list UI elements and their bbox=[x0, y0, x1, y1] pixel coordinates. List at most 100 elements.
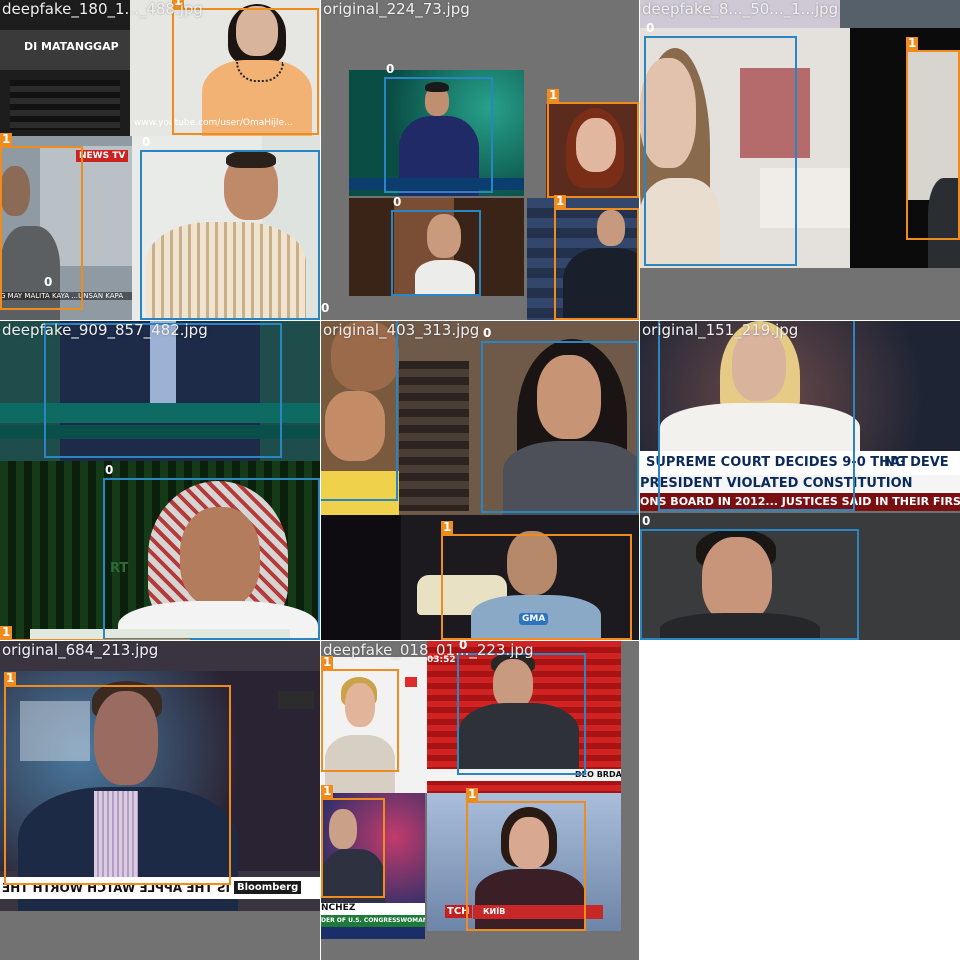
mosaic-tile-1: DI MATANGGAP www.youtube.com/user/OmaHij… bbox=[0, 0, 320, 320]
photo-woman-hand bbox=[321, 321, 399, 515]
bloomberg-logo: Bloomberg bbox=[234, 881, 302, 894]
class-label: 0 bbox=[321, 301, 330, 315]
class-label: 1 bbox=[4, 671, 17, 685]
news-crawl: ONS BOARD IN 2012... JUSTICES SAID IN TH… bbox=[640, 495, 960, 508]
photo-woman-room bbox=[349, 198, 524, 296]
mosaic-tile-3: deepfake_8..._50..._1...jpg 0 1 bbox=[640, 0, 960, 320]
photo-man-congress: NCHEZ DER OF U.S. CONGRESSWOMAN APPEA bbox=[321, 793, 425, 939]
detection-box: 0 bbox=[321, 302, 329, 319]
class-label: 0 bbox=[483, 326, 492, 340]
detection-box: 0 bbox=[640, 515, 859, 640]
mosaic-tile-2: original_224_73.jpg 0 1 0 1 0 bbox=[321, 0, 639, 320]
class-label: 1 bbox=[172, 0, 185, 8]
tsn-logo: ТСН bbox=[445, 905, 472, 918]
photo-saudi-man: RT bbox=[0, 461, 320, 640]
channel-logo: RT bbox=[110, 561, 129, 576]
class-label: 0 bbox=[142, 135, 151, 149]
detection-box: 0 bbox=[391, 196, 481, 296]
tile-filename: deepfake_909_857_482.jpg bbox=[2, 321, 208, 339]
detection-box: 0 bbox=[44, 276, 52, 320]
detection-box: 0 bbox=[384, 63, 493, 193]
channel-logo: NEWS TV bbox=[76, 150, 129, 162]
headline-right: NG DEVE bbox=[884, 455, 949, 470]
class-label: 0 bbox=[646, 21, 655, 35]
class-label: 1 bbox=[466, 787, 479, 801]
detection-box: 1 bbox=[0, 133, 83, 310]
tile-filename: original_403_313.jpg bbox=[323, 321, 480, 339]
tile-filename: original_684_213.jpg bbox=[2, 641, 159, 659]
detection-box: 0 bbox=[481, 327, 639, 513]
class-label: 1 bbox=[0, 132, 13, 146]
mosaic-tile-5: GMA original_403_313.jpg 0 0 1 bbox=[321, 321, 639, 640]
tile-filename: deepfake_018_01..._223.jpg bbox=[323, 641, 534, 659]
detection-box: 1 bbox=[441, 521, 632, 640]
class-label: 1 bbox=[321, 655, 334, 669]
headline-line1: SUPREME COURT DECIDES 9-0 THAT bbox=[646, 455, 908, 470]
photo-arabic-news bbox=[0, 321, 320, 461]
mosaic-tile-6: SUPREME COURT DECIDES 9-0 THAT NG DEVE P… bbox=[640, 321, 960, 640]
detection-box: 0 bbox=[103, 464, 320, 640]
class-label: 0 bbox=[459, 641, 468, 652]
detection-box: 1 bbox=[321, 785, 385, 898]
class-label: 0 bbox=[44, 275, 53, 289]
tile-filename: deepfake_180_1..._488.jpg bbox=[2, 0, 203, 18]
detection-box: 1 bbox=[547, 89, 639, 198]
class-label: 1 bbox=[321, 784, 334, 798]
photo-man-street: NEWS TV G MAY MALITA KAYA ...UNSAN KAPA bbox=[0, 136, 132, 320]
photo-dark-panel bbox=[850, 28, 960, 268]
detection-box: 1 bbox=[4, 672, 231, 885]
detection-box: 1 bbox=[321, 656, 399, 772]
detection-box: 0 bbox=[644, 22, 797, 266]
detection-box: 0 bbox=[658, 321, 855, 511]
photo-man-red-studio: 03:52 DEO BRDA bbox=[427, 641, 621, 793]
lower-third: DEO BRDA bbox=[575, 770, 621, 779]
class-label: 1 bbox=[554, 194, 567, 208]
empty-area bbox=[640, 641, 960, 960]
photo-anchor-blue bbox=[527, 198, 639, 320]
photo-woman-shelves bbox=[399, 321, 639, 515]
photo-top-strip bbox=[640, 0, 960, 28]
photo-man-portrait bbox=[640, 513, 960, 640]
photo-vlogger-room bbox=[640, 28, 850, 268]
tile-filename: original_224_73.jpg bbox=[323, 0, 470, 18]
mosaic-tile-8: 03:52 DEO BRDA NCHEZ DER OF U.S. CONGRES… bbox=[321, 641, 639, 960]
class-label: 0 bbox=[44, 321, 56, 322]
class-label: 1 bbox=[441, 520, 454, 534]
tile-filename: deepfake_8..._50..._1...jpg bbox=[642, 0, 839, 18]
photo-news-anchor bbox=[349, 70, 524, 196]
photo-man-talking bbox=[132, 136, 320, 320]
detection-box: 0 bbox=[44, 321, 282, 458]
class-label: 0 bbox=[105, 463, 114, 477]
subtitle-text: DER OF U.S. CONGRESSWOMAN APPEA bbox=[321, 917, 425, 924]
sign-text: DI MATANGGAP bbox=[24, 40, 119, 53]
detection-box: 1 bbox=[906, 37, 960, 240]
photo-woman-interview: www.youtube.com/user/OmaHijle... bbox=[130, 0, 320, 136]
name-text: NCHEZ bbox=[321, 903, 356, 913]
class-label: 1 bbox=[547, 88, 560, 102]
photo-woman-selfie bbox=[546, 104, 639, 198]
watermark-url: www.youtube.com/user/OmaHijle... bbox=[134, 118, 293, 128]
class-label: 0 bbox=[386, 62, 395, 76]
class-label: 0 bbox=[393, 195, 402, 209]
photo-fox-anchor: SUPREME COURT DECIDES 9-0 THAT NG DEVE P… bbox=[640, 321, 960, 511]
class-label: 0 bbox=[642, 514, 651, 528]
headline-line2: PRESIDENT VIOLATED CONSTITUTION bbox=[640, 476, 913, 491]
photo-woman-tsn: ТСН КИЇВ bbox=[427, 793, 621, 931]
detection-box: 1 bbox=[172, 0, 319, 135]
mosaic-tile-4: RT deepfake_909_857_482.jpg 0 0 1 bbox=[0, 321, 320, 640]
class-label: 1 bbox=[0, 625, 13, 639]
detection-box: 0 bbox=[457, 641, 586, 775]
detection-box: 1 bbox=[0, 626, 190, 640]
mosaic-tile-7: Bloomberg IS THE APPLE WATCH WORTH THE H… bbox=[0, 641, 320, 960]
detection-box: 0 bbox=[140, 136, 320, 320]
ticker-text: G MAY MALITA KAYA ...UNSAN KAPA bbox=[0, 292, 132, 300]
detection-box: 0 bbox=[321, 321, 398, 501]
detection-box: 1 bbox=[466, 788, 586, 931]
detection-box: 1 bbox=[554, 195, 639, 320]
mic-flag: GMA bbox=[519, 613, 549, 625]
kyiv-text: КИЇВ bbox=[483, 907, 506, 916]
photo-studio-sign: DI MATANGGAP bbox=[0, 0, 130, 136]
clock-text: 03:52 bbox=[427, 655, 456, 665]
class-label: 1 bbox=[906, 36, 919, 50]
tile-filename: original_151_219.jpg bbox=[642, 321, 799, 339]
